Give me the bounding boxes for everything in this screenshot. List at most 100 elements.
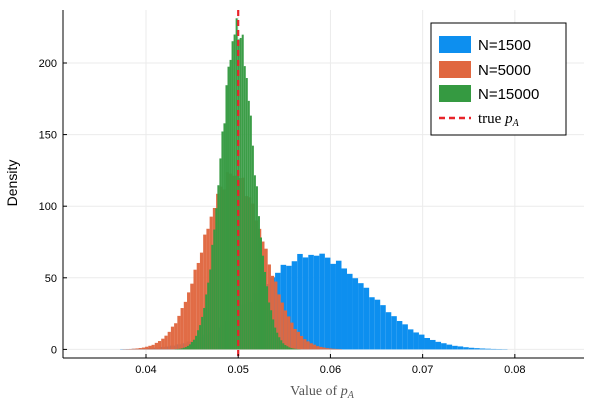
y-axis-label: Density [4,160,20,207]
bar-n-15000-6 [186,345,189,350]
legend-swatch-n15000 [439,85,471,102]
bar-n-15000-7 [188,344,191,350]
bar-n-5000-55 [299,335,304,350]
bar-n-15000-53 [282,343,285,350]
bar-n-15000-47 [270,310,273,350]
y-tick-label-4: 200 [39,58,57,70]
bar-n-5000-3 [132,348,136,350]
legend-label-true-pa-prefix: true [478,111,505,127]
bar-n-15000-28 [231,41,234,350]
bar-n-15000-11 [197,330,200,350]
bar-n-5000-49 [280,302,284,350]
bar-n-5000-10 [154,342,158,350]
bar-n-1500-43 [358,283,364,350]
bar-n-1500-54 [418,334,425,350]
bar-n-5000-65 [332,348,336,350]
bar-n-15000-21 [217,185,220,350]
x-axis-label: Value of pA [290,384,355,401]
ticks-layer: 0.04 0.05 0.06 0.07 0.08 0 50 100 150 200 [39,58,526,376]
bar-n-15000-19 [213,229,216,350]
bar-n-5000-23 [196,262,200,350]
bar-n-5000-21 [190,283,194,350]
x-tick-label-0: 0.04 [135,364,156,376]
bar-n-15000-9 [193,339,196,350]
bar-n-5000-64 [329,348,333,350]
bar-n-15000-17 [209,269,212,350]
bar-n-1500-49 [391,316,397,350]
bar-n-5000-58 [309,343,313,350]
bar-n-15000-51 [278,337,281,350]
bar-n-15000-8 [190,342,194,350]
legend-label-true-pa: true pA [478,111,520,129]
bar-n-1500-47 [380,305,386,350]
bar-n-1500-39 [335,260,342,350]
bar-n-15000-14 [203,307,206,350]
bar-n-1500-45 [369,297,375,350]
bar-n-5000-19 [183,301,188,350]
bar-n-15000-56 [288,347,291,350]
bar-n-15000-45 [266,286,269,350]
x-axis-label-sub: A [347,390,355,401]
bar-n-1500-57 [435,341,442,350]
bar-n-5000-61 [319,346,323,350]
bar-n-5000-60 [316,346,320,350]
bar-n-1500-46 [374,299,381,350]
bar-n-1500-37 [324,257,331,350]
y-tick-label-3: 150 [39,130,57,142]
bar-n-1500-42 [352,278,359,350]
bar-n-5000-59 [312,344,317,350]
legend-label-true-pa-var: p [504,111,513,127]
bar-n-5000-6 [141,347,146,350]
bar-n-1500-59 [446,344,453,350]
bar-n-15000-5 [184,347,187,350]
bar-n-5000-17 [177,315,181,350]
bar-n-5000-62 [322,347,326,350]
bar-n-15000-35 [245,78,248,350]
bars-layer [120,18,508,350]
bar-n-15000-52 [280,340,283,350]
bar-n-1500-58 [441,343,447,350]
bar-n-15000-15 [205,294,208,350]
bar-n-1500-66 [485,348,491,350]
bar-n-15000-26 [227,66,230,350]
bar-n-15000-4 [182,347,185,350]
bar-n-15000-46 [268,302,271,350]
x-tick-label-4: 0.08 [504,364,525,376]
bar-n-5000-13 [164,335,168,350]
bar-n-1500-34 [308,254,314,350]
legend: N=1500 N=5000 N=15000 true pA [430,22,567,136]
bar-n-5000-52 [290,322,294,350]
bar-n-15000-33 [241,34,244,350]
bar-n-5000-9 [151,344,155,350]
bar-n-15000-55 [286,346,289,350]
bar-n-5000-14 [167,331,171,350]
bar-n-1500-61 [457,346,464,350]
bar-n-5000-56 [303,339,307,350]
bar-n-1500-50 [396,321,403,350]
bar-n-15000-54 [284,345,287,350]
bar-n-5000-54 [296,331,300,350]
bar-n-15000-13 [201,316,204,350]
legend-label-n1500: N=1500 [478,37,531,54]
bar-n-5000-12 [161,338,165,350]
bar-n-5000-25 [203,234,207,350]
bar-n-5000-47 [274,281,278,350]
x-tick-label-1: 0.05 [227,364,248,376]
bar-n-5000-4 [135,348,139,350]
bar-n-15000-29 [233,34,236,350]
bar-n-1500-63 [468,347,475,350]
bar-n-15000-16 [207,282,210,350]
bar-n-1500-48 [385,312,392,350]
bar-n-15000-48 [272,319,275,350]
bar-n-5000-24 [199,252,204,350]
bar-n-1500-53 [413,332,419,350]
bar-n-15000-34 [243,66,246,350]
legend-swatch-n1500 [439,36,471,53]
y-tick-label-2: 100 [39,201,57,213]
bar-n-1500-40 [341,268,348,350]
bar-n-1500-51 [402,324,408,350]
bar-n-1500-55 [424,337,431,350]
bar-n-1500-38 [330,263,336,350]
legend-label-n15000: N=15000 [478,86,539,103]
